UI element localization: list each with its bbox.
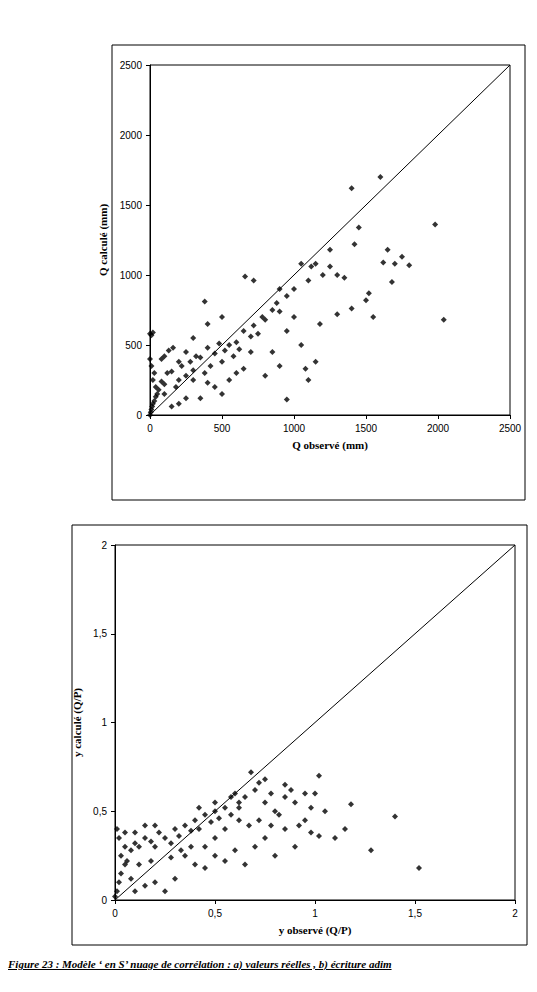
svg-text:2000: 2000	[427, 423, 450, 434]
svg-text:2000: 2000	[120, 130, 143, 141]
svg-text:Q observé (mm): Q observé (mm)	[292, 439, 368, 452]
svg-text:y calculé (Q/P): y calculé (Q/P)	[71, 688, 84, 757]
svg-text:1: 1	[101, 717, 107, 728]
svg-text:500: 500	[125, 340, 142, 351]
svg-text:1,5: 1,5	[408, 908, 422, 919]
svg-text:0: 0	[147, 423, 153, 434]
svg-text:0: 0	[136, 410, 142, 421]
svg-text:0,5: 0,5	[208, 908, 222, 919]
svg-text:0: 0	[112, 908, 118, 919]
svg-text:2: 2	[101, 540, 107, 551]
svg-text:1000: 1000	[120, 270, 143, 281]
svg-text:2: 2	[512, 908, 518, 919]
svg-text:0,5: 0,5	[93, 806, 107, 817]
svg-text:Q calculé (mm): Q calculé (mm)	[97, 204, 110, 276]
html-text:Figure 23 : Modèle ‘ en S’ nua: Figure 23 : Modèle ‘ en S’ nuage de corr…	[8, 958, 392, 970]
svg-text:500: 500	[214, 423, 231, 434]
svg-text:1000: 1000	[283, 423, 306, 434]
svg-text:y observé (Q/P): y observé (Q/P)	[279, 924, 352, 937]
svg-text:1: 1	[312, 908, 318, 919]
svg-text:0: 0	[101, 895, 107, 906]
svg-text:2500: 2500	[120, 60, 143, 71]
svg-text:1500: 1500	[355, 423, 378, 434]
svg-text:2500: 2500	[499, 423, 522, 434]
svg-text:1,5: 1,5	[93, 628, 107, 639]
svg-text:1500: 1500	[120, 200, 143, 211]
